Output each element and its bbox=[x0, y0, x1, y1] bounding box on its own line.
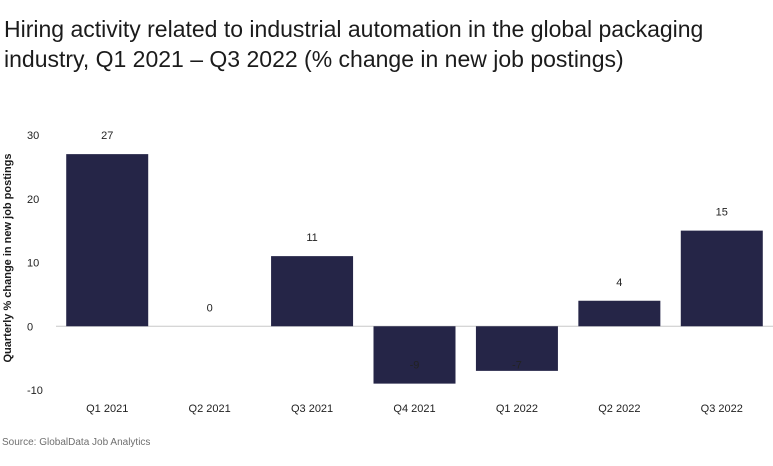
bar-q1-2021 bbox=[66, 154, 149, 327]
y-tick-label: 10 bbox=[27, 258, 39, 270]
y-tick-label: 0 bbox=[27, 321, 33, 333]
x-tick-label: Q1 2022 bbox=[496, 403, 538, 415]
x-tick-label: Q3 2022 bbox=[701, 403, 743, 415]
x-tick-label: Q2 2022 bbox=[598, 403, 640, 415]
x-tick-label: Q4 2021 bbox=[393, 403, 435, 415]
data-label: 11 bbox=[306, 232, 317, 244]
x-tick-label: Q1 2021 bbox=[86, 403, 128, 415]
y-tick-label: 20 bbox=[27, 194, 39, 206]
x-tick-label: Q2 2021 bbox=[189, 403, 231, 415]
data-labels-group: 27 0 11 -9 -7 4 15 bbox=[101, 130, 728, 371]
bars-group bbox=[66, 154, 763, 384]
source-note: Source: GlobalData Job Analytics bbox=[2, 437, 151, 448]
data-label: 0 bbox=[207, 302, 213, 314]
y-axis-label-group: Quarterly % change in new job postings bbox=[2, 153, 14, 362]
x-axis-labels: Q1 2021 Q2 2021 Q3 2021 Q4 2021 Q1 2022 Q2 20… bbox=[86, 403, 743, 415]
data-label: 15 bbox=[716, 207, 728, 219]
bar-q1-2022 bbox=[475, 326, 558, 371]
chart-title: Hiring activity related to industrial au… bbox=[4, 16, 704, 72]
bar-q2-2022 bbox=[578, 300, 661, 327]
data-label: -7 bbox=[512, 359, 522, 371]
data-label: 27 bbox=[101, 130, 113, 142]
data-label: -9 bbox=[410, 359, 420, 371]
y-tick-label: 30 bbox=[27, 130, 39, 142]
y-axis-label: Quarterly % change in new job postings bbox=[2, 153, 14, 362]
y-axis-ticks: 30 20 10 0 -10 bbox=[27, 130, 43, 397]
data-label: 4 bbox=[616, 277, 622, 289]
x-tick-label: Q3 2021 bbox=[291, 403, 333, 415]
bar-q3-2022 bbox=[680, 230, 763, 327]
bar-q3-2021 bbox=[271, 256, 354, 327]
y-tick-label: -10 bbox=[27, 385, 43, 397]
bar-q4-2021 bbox=[373, 326, 456, 384]
